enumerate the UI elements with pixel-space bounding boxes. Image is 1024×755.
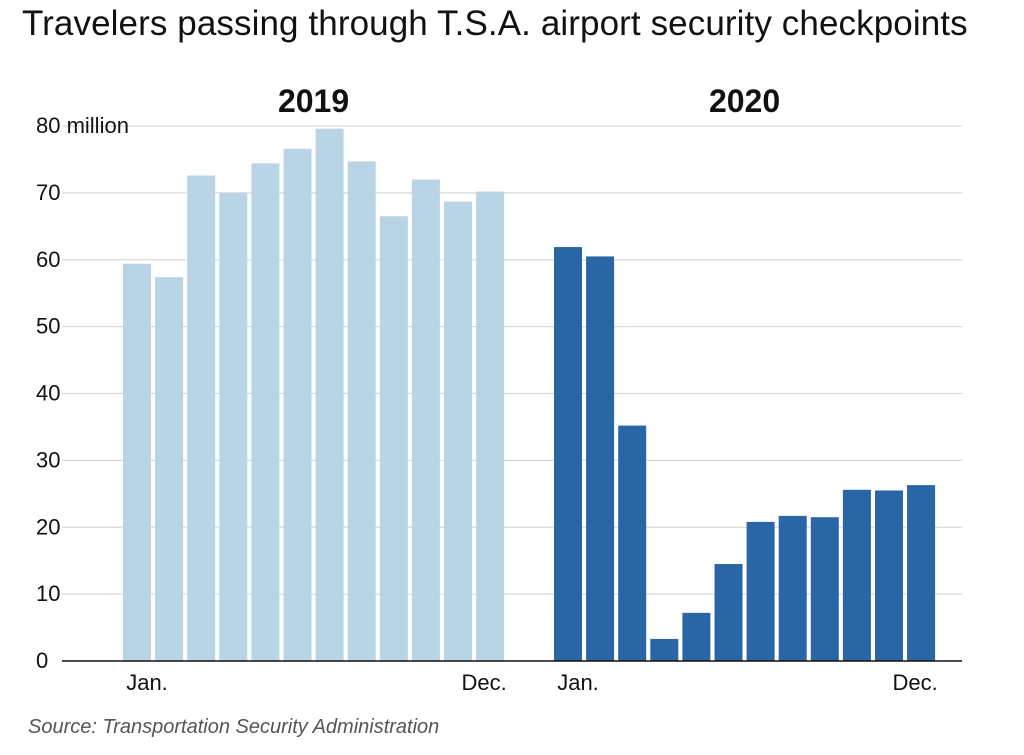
y-tick-label: 0 — [36, 648, 48, 673]
bar-2019-11 — [444, 201, 472, 661]
bar-2019-5 — [251, 163, 280, 661]
y-tick-label: 20 — [36, 514, 60, 539]
chart-title: Travelers passing through T.S.A. airport… — [22, 4, 968, 43]
chart-canvas: 0 10 20 30 40 50 60 70 80 million 2019 Jan. Dec. 202… — [36, 83, 962, 695]
y-tick-label: 60 — [36, 247, 60, 272]
x-tick-label: Dec. — [461, 670, 506, 695]
bar-2019-4 — [219, 192, 248, 661]
bar-2019-2 — [155, 277, 184, 661]
x-tick-label: Jan. — [557, 670, 599, 695]
bar-2020-9 — [810, 517, 839, 661]
bar-2019-6 — [283, 148, 312, 662]
bar-2020-2 — [586, 256, 615, 661]
bar-2019-9 — [379, 216, 408, 661]
y-tick-label: 80 million — [36, 113, 129, 138]
y-tick-label: 10 — [36, 581, 60, 606]
bar-2019-7 — [315, 128, 344, 662]
bar-2019-12 — [476, 191, 505, 661]
bar-2020-3 — [618, 425, 647, 661]
y-tick-label: 70 — [36, 180, 60, 205]
x-tick-label: Dec. — [892, 670, 937, 695]
x-tick-label: Jan. — [126, 670, 168, 695]
y-tick-label: 40 — [36, 381, 60, 406]
bar-2019-8 — [347, 161, 376, 661]
bar-2019-3 — [187, 175, 216, 662]
bar-2020-11 — [875, 490, 903, 661]
group-label-2019: 2019 — [278, 83, 349, 119]
bar-2020-10 — [842, 489, 871, 661]
y-tick-label: 50 — [36, 314, 60, 339]
bar-2020-6 — [714, 564, 743, 661]
bar-2019-10 — [411, 179, 440, 661]
bar-2019-1 — [123, 263, 151, 661]
bar-2020-5 — [682, 612, 711, 661]
bar-2020-8 — [778, 515, 807, 661]
bar-2020-1 — [554, 247, 582, 661]
group-label-2020: 2020 — [709, 83, 780, 119]
bar-2020-7 — [746, 521, 775, 661]
bar-2020-4 — [650, 638, 679, 661]
source-note: Source: Transportation Security Administ… — [28, 716, 440, 738]
y-tick-label: 30 — [36, 447, 60, 472]
bar-2020-12 — [907, 485, 936, 661]
